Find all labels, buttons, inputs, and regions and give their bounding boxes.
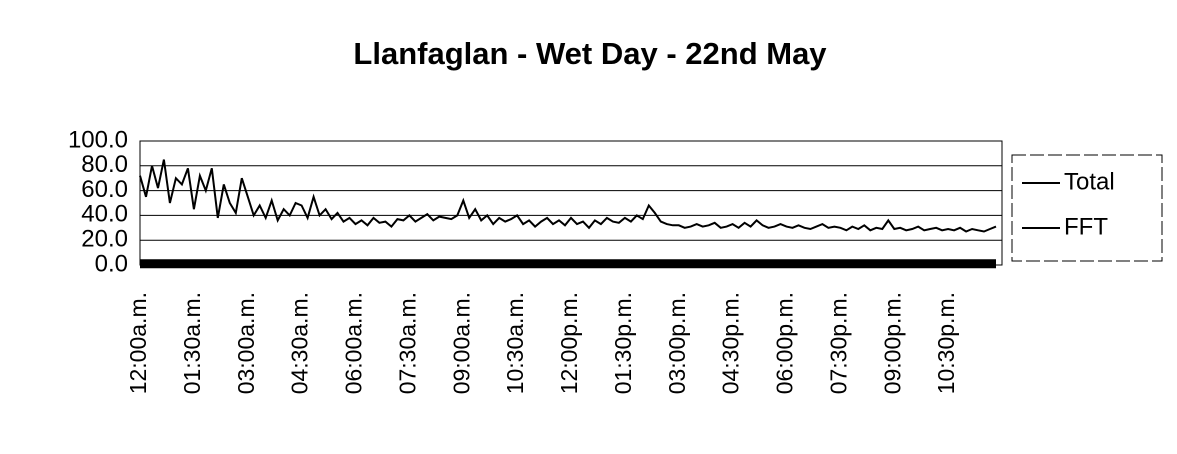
x-tick-label: 07:30p.m. bbox=[825, 292, 851, 394]
x-tick-label: 09:00a.m. bbox=[448, 292, 474, 394]
x-tick-label: 03:00p.m. bbox=[664, 292, 690, 394]
y-tick-label: 20.0 bbox=[81, 226, 128, 253]
y-tick-label: 0.0 bbox=[95, 250, 128, 277]
x-tick-label: 04:30p.m. bbox=[718, 292, 744, 394]
x-tick-label: 12:00a.m. bbox=[125, 292, 151, 394]
x-tick-label: 10:30a.m. bbox=[502, 292, 528, 394]
x-tick-label: 01:30p.m. bbox=[610, 292, 636, 394]
x-tick-label: 07:30a.m. bbox=[394, 292, 420, 394]
x-tick-label: 06:00p.m. bbox=[772, 292, 798, 394]
x-tick-label: 12:00p.m. bbox=[556, 292, 582, 394]
y-tick-label: 60.0 bbox=[81, 176, 128, 203]
x-tick-label: 01:30a.m. bbox=[179, 292, 205, 394]
legend-label: FFT bbox=[1064, 213, 1108, 240]
y-tick-label: 100.0 bbox=[68, 126, 128, 153]
x-tick-label: 03:00a.m. bbox=[233, 292, 259, 394]
y-tick-label: 40.0 bbox=[81, 201, 128, 228]
chart-title: Llanfaglan - Wet Day - 22nd May bbox=[353, 36, 827, 71]
legend-label: Total bbox=[1064, 168, 1115, 195]
x-tick-label: 06:00a.m. bbox=[341, 292, 367, 394]
y-tick-label: 80.0 bbox=[81, 151, 128, 178]
plot-area bbox=[139, 140, 1003, 266]
x-tick-label: 04:30a.m. bbox=[287, 292, 313, 394]
legend-box bbox=[1011, 154, 1163, 262]
x-tick-label: 09:00p.m. bbox=[879, 292, 905, 394]
series-line bbox=[139, 159, 997, 233]
x-tick-label: 10:30p.m. bbox=[933, 292, 959, 394]
